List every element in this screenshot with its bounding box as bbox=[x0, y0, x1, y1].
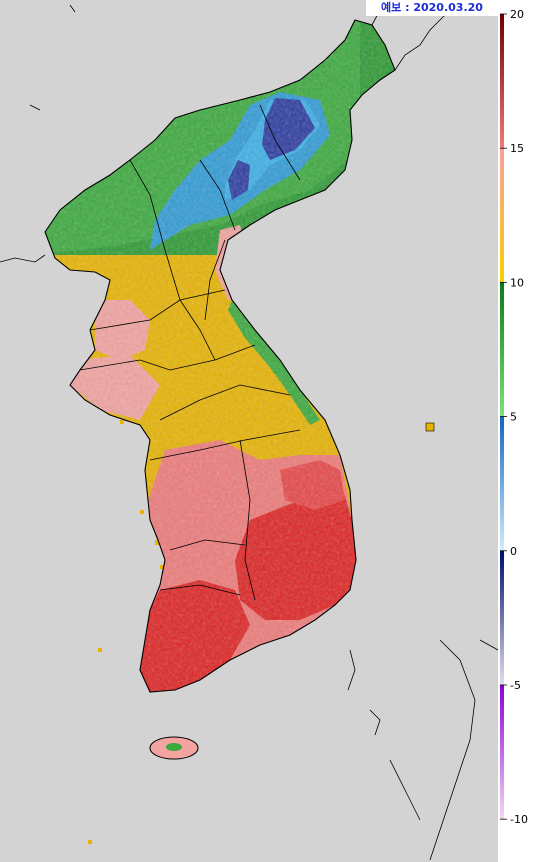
legend-band bbox=[500, 684, 504, 820]
legend-band bbox=[500, 282, 504, 417]
legend-tick-label: 10 bbox=[510, 276, 524, 289]
forecast-date-label: 예보 : 2020.03.20 bbox=[366, 0, 498, 16]
legend-band bbox=[500, 14, 504, 149]
map-svg bbox=[0, 0, 498, 861]
legend-tick-label: 5 bbox=[510, 411, 517, 424]
temperature-map: 예보 : 2020.03.20 bbox=[0, 0, 498, 862]
legend-tick-label: -10 bbox=[510, 813, 528, 826]
legend-band bbox=[500, 148, 504, 283]
temperature-field bbox=[45, 20, 395, 692]
color-legend: 20 15 10 5 0 -5 -10 bbox=[498, 0, 536, 862]
province-boundaries bbox=[79, 104, 301, 601]
legend-band bbox=[500, 416, 504, 551]
small-islands bbox=[88, 420, 435, 844]
legend-tick-label: -5 bbox=[510, 679, 521, 692]
jeju-island bbox=[149, 736, 199, 760]
legend-tick-label: 0 bbox=[510, 545, 517, 558]
legend-band bbox=[500, 550, 504, 685]
legend-tick-label: 20 bbox=[510, 8, 524, 21]
legend-svg: 20 15 10 5 0 -5 -10 bbox=[500, 8, 528, 826]
legend-tick-label: 15 bbox=[510, 142, 524, 155]
